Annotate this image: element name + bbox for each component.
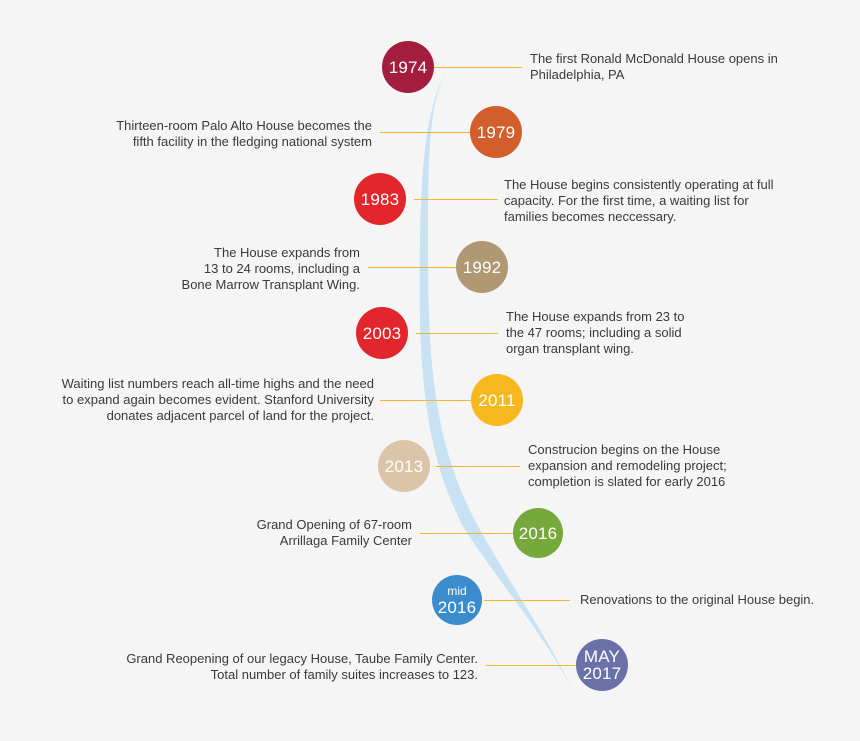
event-2013-text: Construcion begins on the House expansion… — [528, 442, 727, 489]
year-2003-circle: 2003 — [356, 307, 408, 359]
event-2011-text: Waiting list numbers reach all-time high… — [61, 376, 374, 423]
connector-1983 — [414, 199, 498, 200]
event-1992-text: The House expands from 13 to 24 rooms, in… — [181, 245, 360, 292]
connector-1979 — [380, 132, 470, 133]
event-2003-text: The House expands from 23 to the 47 rooms… — [506, 309, 685, 356]
event-1983-text: The House begins consistently operating … — [504, 177, 774, 224]
event-1974-text: The first Ronald McDonald House opens in… — [530, 51, 778, 82]
year-1974-circle: 1974 — [382, 41, 434, 93]
year-1983-circle: 1983 — [354, 173, 406, 225]
connector-2013 — [436, 466, 520, 467]
timeline-curve — [419, 52, 572, 690]
event-mid-2016-text: Renovations to the original House begin. — [580, 592, 815, 607]
connector-2003 — [416, 333, 498, 334]
year-2011-circle: 2011 — [471, 374, 523, 426]
event-2016-text: Grand Opening of 67-room Arrillaga Family… — [256, 517, 412, 548]
connector-mid-2016 — [484, 600, 570, 601]
year-may-2017-circle: MAY 2017 — [576, 639, 628, 691]
connector-2011 — [380, 400, 471, 401]
year-mid-2016-circle: mid 2016 — [432, 575, 482, 625]
year-1992-circle: 1992 — [456, 241, 508, 293]
year-1979-circle: 1979 — [470, 106, 522, 158]
year-2016-circle: 2016 — [513, 508, 563, 558]
connector-may-2017 — [486, 665, 576, 666]
year-2013-circle: 2013 — [378, 440, 430, 492]
connector-2016 — [420, 533, 513, 534]
connector-1992 — [368, 267, 456, 268]
event-1979-text: Thirteen-room Palo Alto House becomes th… — [116, 118, 372, 149]
event-may-2017-text: Grand Reopening of our legacy House, Tau… — [126, 651, 478, 682]
connector-1974 — [434, 67, 522, 68]
